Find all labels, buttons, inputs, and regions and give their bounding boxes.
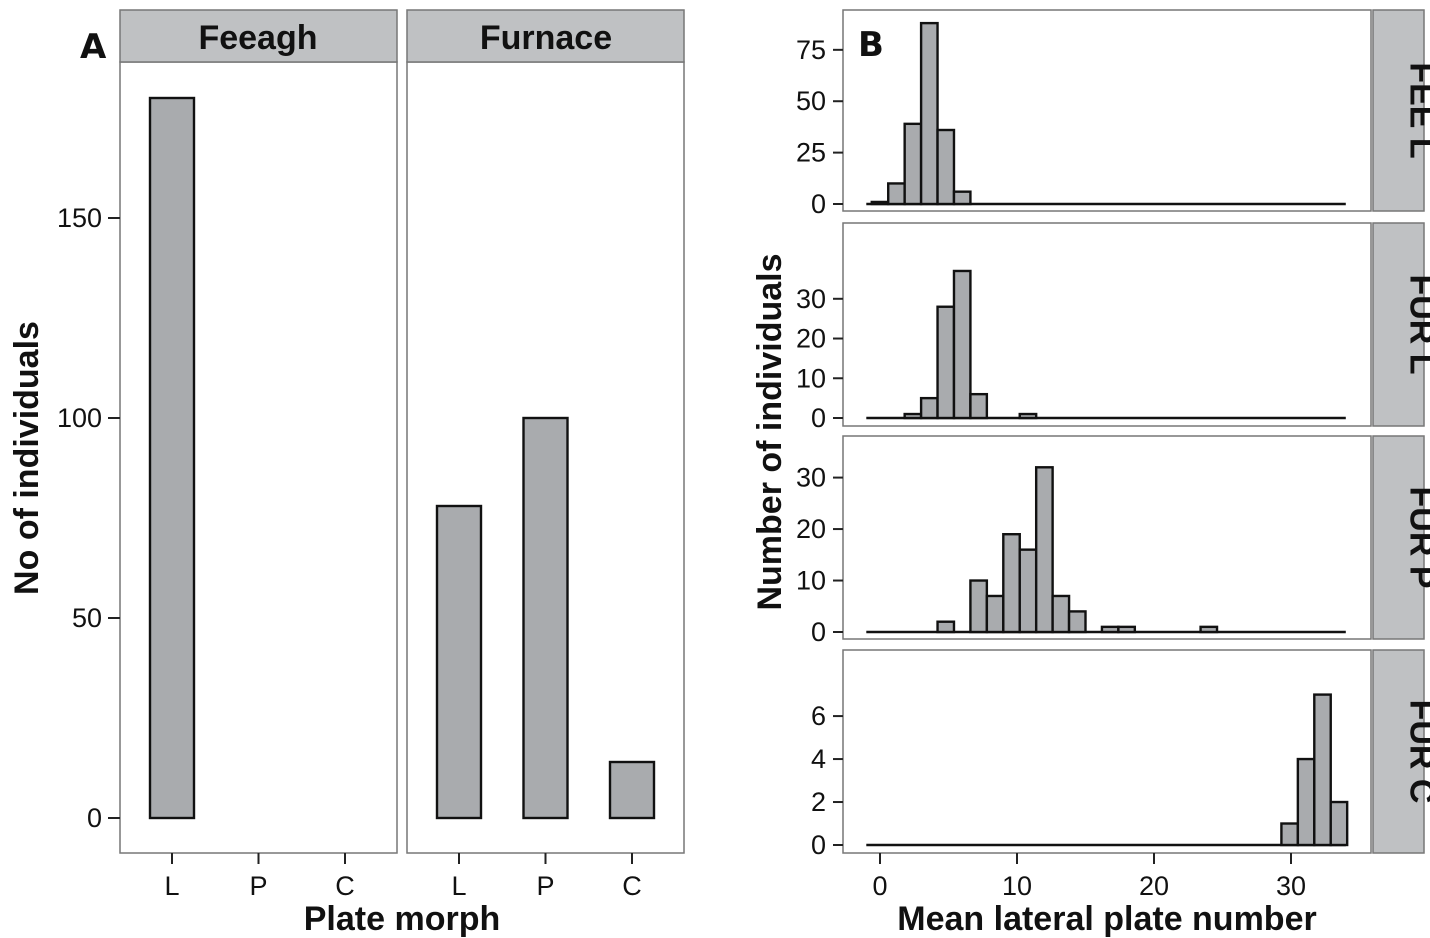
x-tick-label-b-30: 30 (1276, 871, 1306, 901)
x-tick-label-feeagh-l: L (164, 871, 179, 901)
facet-frame-fur-p (842, 435, 1372, 640)
hist-bar-fur-l-3 (952, 269, 972, 420)
hist-bar-fur-p-10 (1100, 625, 1120, 634)
hist-bar-fur-p-2 (969, 579, 989, 634)
hist-bar-fur-p-3 (985, 594, 1005, 634)
hist-bar-fur-p-8 (1067, 610, 1087, 634)
facet-label-fee-l: FEE L (1403, 62, 1430, 158)
panel-b-letter: B (858, 25, 884, 65)
hist-bar-fur-l-7 (1018, 412, 1038, 420)
y-tick-label-fee-l-75: 75 (796, 35, 826, 65)
hist-bar-fur-c-2 (1313, 693, 1332, 847)
facet-frame-fur-l (842, 222, 1372, 427)
hist-bar-fee-l-0 (870, 200, 890, 206)
hist-bar-fur-c-1 (1296, 757, 1316, 847)
hist-bar-fur-l-4 (969, 392, 989, 420)
facet-label-fur-c: FUR C (1403, 700, 1430, 804)
facet-strip-furnace (406, 9, 685, 63)
hist-bar-fee-l-1 (887, 182, 906, 206)
y-tick-label-fur-c-4: 4 (811, 744, 826, 774)
hist-bar-fur-c-3 (1329, 800, 1349, 847)
y-tick-label-fee-l-25: 25 (796, 138, 826, 168)
y-tick-label-fur-c-2: 2 (811, 787, 826, 817)
x-tick-label-b-20: 20 (1139, 871, 1169, 901)
facet-strip-feeagh (119, 9, 398, 63)
y-tick-label-fur-l-20: 20 (796, 324, 826, 354)
hist-bar-fur-l-2 (936, 305, 956, 420)
panel-a-letter: A (80, 27, 107, 67)
y-tick-label-fur-l-30: 30 (796, 284, 826, 314)
hist-bar-fur-p-7 (1051, 594, 1071, 634)
facet-label-fur-l: FUR L (1403, 274, 1430, 374)
bar-feeagh-l (148, 96, 196, 820)
y-tick-label-fur-c-6: 6 (811, 701, 826, 731)
y-tick-label-fee-l-50: 50 (796, 86, 826, 116)
panel-b-y-axis-title: Number of individuals (751, 253, 789, 610)
y-tick-label-a-100: 100 (57, 403, 102, 433)
y-tick-label-fur-c-0: 0 (811, 830, 826, 860)
x-tick-label-feeagh-c: C (335, 871, 355, 901)
y-tick-label-fur-p-10: 10 (796, 566, 826, 596)
facet-frame-fur-c (842, 649, 1372, 854)
hist-bar-fur-p-0 (936, 620, 956, 634)
panel-a: Feeagh Furnace 0 50 100 150 L P C L P C No of ind… (8, 9, 685, 938)
y-tick-label-fur-p-20: 20 (796, 514, 826, 544)
hist-bar-fur-l-1 (919, 396, 939, 420)
facet-label-furnace: Furnace (480, 19, 612, 57)
hist-bar-fee-l-4 (936, 128, 956, 206)
x-tick-label-furnace-c: C (622, 871, 642, 901)
facet-strip-fee-l (1372, 9, 1425, 212)
y-tick-label-fur-p-0: 0 (811, 617, 826, 647)
facet-strip-fur-l (1372, 222, 1425, 427)
panel-b-x-axis-title: Mean lateral plate number (897, 900, 1316, 938)
bar-furnace-p (522, 416, 569, 820)
facet-label-fur-p: FUR P (1403, 487, 1430, 589)
hist-bar-fur-p-16 (1199, 625, 1219, 634)
hist-bar-fur-p-5 (1018, 548, 1038, 634)
y-tick-label-fee-l-0: 0 (811, 189, 826, 219)
bar-furnace-c (608, 760, 656, 820)
panel-a-y-axis-title: No of individuals (8, 321, 46, 595)
y-tick-label-fur-p-30: 30 (796, 463, 826, 493)
facet-strip-fur-c (1372, 649, 1425, 854)
hist-bar-fee-l-2 (903, 122, 923, 206)
x-tick-label-b-10: 10 (1002, 871, 1032, 901)
y-tick-label-a-50: 50 (72, 603, 102, 633)
panel-b: FEE L0255075FUR L0102030FUR P0102030FUR … (751, 9, 1430, 938)
panel-a-x-axis-title: Plate morph (304, 900, 500, 938)
hist-bar-fur-p-6 (1034, 466, 1054, 634)
hist-bar-fee-l-5 (952, 190, 972, 206)
x-tick-label-feeagh-p: P (249, 871, 267, 901)
y-tick-label-fur-l-10: 10 (796, 363, 826, 393)
bar-furnace-l (435, 504, 483, 820)
y-tick-label-a-150: 150 (57, 203, 102, 233)
x-tick-label-furnace-l: L (451, 871, 466, 901)
hist-bar-fee-l-3 (919, 21, 939, 206)
facet-label-feeagh: Feeagh (198, 19, 317, 57)
facet-strip-fur-p (1372, 435, 1425, 640)
hist-bar-fur-l-0 (903, 412, 923, 420)
x-tick-label-b-0: 0 (872, 871, 887, 901)
y-tick-label-a-0: 0 (87, 803, 102, 833)
hist-bar-fur-p-11 (1117, 625, 1137, 634)
y-tick-label-fur-l-0: 0 (811, 403, 826, 433)
x-tick-label-furnace-p: P (536, 871, 554, 901)
hist-bar-fur-c-0 (1280, 822, 1300, 847)
hist-bar-fur-p-4 (1002, 533, 1021, 634)
